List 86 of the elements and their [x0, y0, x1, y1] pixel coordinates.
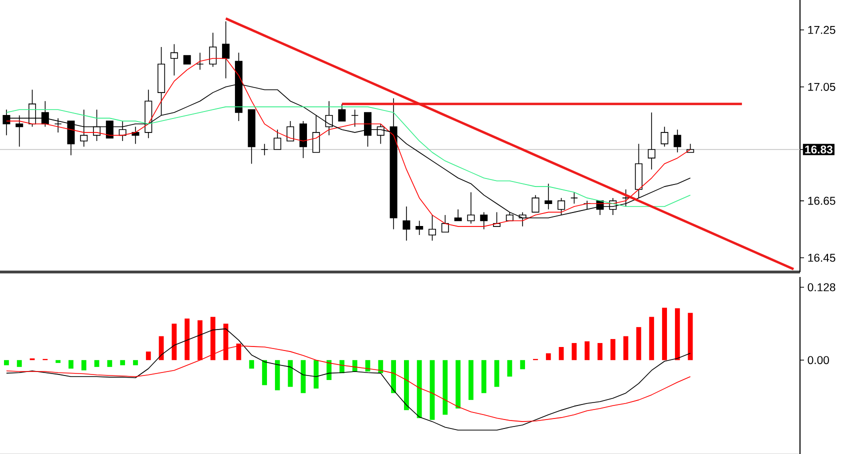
candlestick: [402, 206, 410, 242]
candlestick: [325, 100, 333, 136]
candlestick: [106, 120, 114, 139]
candlestick: [428, 214, 436, 242]
bar: [649, 316, 654, 360]
candlestick: [416, 220, 424, 236]
candlestick: [67, 120, 75, 156]
candlestick: [467, 192, 475, 224]
candlestick: [80, 109, 88, 148]
bar: [623, 336, 628, 360]
candlestick: [196, 52, 204, 70]
candlestick: [222, 20, 230, 79]
candlestick: [480, 212, 488, 230]
candlestick: [454, 208, 462, 222]
y-tick-label: 16.65: [808, 196, 836, 205]
bar: [146, 352, 151, 360]
bar: [674, 308, 680, 360]
candlestick: [209, 32, 217, 68]
candlestick: [532, 194, 540, 213]
bar: [494, 360, 500, 387]
bar: [598, 343, 602, 360]
bar: [520, 360, 526, 370]
bar: [442, 360, 448, 415]
candlestick: [544, 183, 552, 210]
bar: [468, 360, 474, 400]
candlestick: [674, 129, 682, 153]
bar: [378, 360, 384, 374]
candlestick: [170, 44, 178, 76]
candlestick: [493, 212, 501, 227]
bar: [4, 360, 9, 366]
y-tick-label: 17.05: [808, 82, 836, 91]
bar: [68, 360, 74, 369]
bar: [546, 353, 551, 360]
bar: [456, 360, 461, 408]
bar: [94, 360, 100, 367]
bar: [416, 360, 422, 418]
candlestick: [338, 104, 346, 122]
candlestick: [648, 112, 656, 170]
bar: [610, 339, 616, 360]
y-tick-label: 0.128: [808, 283, 836, 292]
bar: [314, 360, 319, 389]
bar: [391, 360, 396, 394]
bar: [404, 360, 409, 410]
bar: [688, 312, 693, 360]
bar: [572, 343, 577, 360]
bar: [326, 360, 332, 380]
candlestick: [28, 89, 36, 128]
bar: [662, 308, 667, 360]
candlestick: [274, 129, 282, 150]
y-tick-label: 0.00: [808, 356, 829, 364]
bar: [584, 341, 590, 360]
bar: [81, 360, 86, 370]
candlestick: [558, 198, 566, 216]
bar: [636, 327, 642, 360]
bar: [430, 360, 435, 420]
bar: [56, 360, 61, 363]
y-tick-label: 16.45: [808, 254, 836, 262]
bar: [507, 360, 512, 377]
bar: [249, 360, 254, 369]
y-tick-label: 17.25: [808, 26, 836, 34]
candlestick: [570, 192, 578, 204]
candlestick: [364, 112, 372, 148]
candlestick: [312, 114, 320, 153]
candlestick: [622, 189, 630, 207]
bar: [184, 318, 190, 360]
bar: [172, 324, 177, 360]
bar: [120, 360, 126, 366]
bar: [558, 347, 564, 360]
candlestick: [286, 120, 294, 142]
candlestick: [441, 214, 449, 233]
bar: [288, 360, 293, 387]
candlestick: [260, 143, 268, 156]
candlestick: [299, 120, 307, 158]
bar: [481, 360, 486, 394]
candlestick: [351, 109, 359, 128]
candlestick: [660, 126, 668, 148]
candlestick: [54, 118, 62, 133]
candlestick: [118, 120, 126, 142]
bar: [274, 360, 280, 390]
bar: [133, 360, 138, 366]
bar: [16, 360, 22, 367]
candlestick: [41, 100, 49, 128]
bar: [107, 360, 112, 367]
candlestick: [16, 114, 24, 148]
bar: [262, 360, 267, 386]
ref-line-label: 16.83: [805, 146, 832, 154]
